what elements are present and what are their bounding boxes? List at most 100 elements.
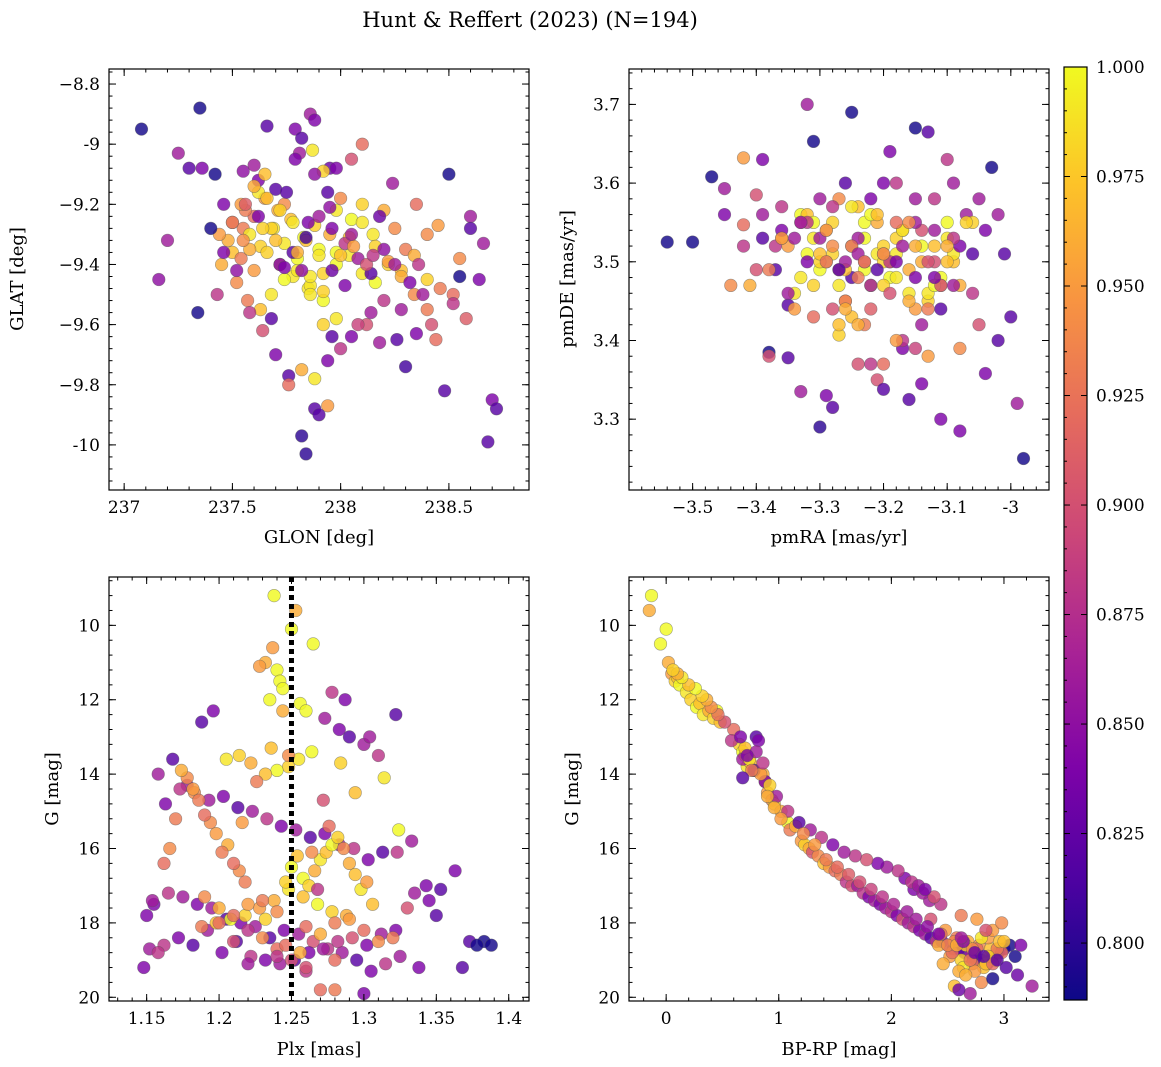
data-point [642,603,656,618]
data-point [230,275,244,290]
data-point [900,905,914,919]
axis-ticks: −3.5 −3.4 −3.3 −3.2 −3.1 -3 3.3 3.4 3.5 3.6 3.7 [593,69,1050,518]
data-point [959,968,973,982]
data-point [313,927,328,941]
x-tick-label: −3.3 [799,498,840,518]
data-point [388,221,402,235]
y-tick-label: 20 [78,988,100,1008]
data-point [311,882,325,897]
data-point [796,826,811,841]
data-point [819,223,833,237]
data-point [338,693,352,707]
y-tick-label: 3.5 [593,253,620,273]
colorbar-tick-label: 0.825 [1096,825,1145,845]
data-point [767,800,781,815]
data-point [344,330,359,344]
data-point [416,287,430,302]
data-point [316,942,330,956]
data-point [376,845,390,859]
data-point [312,248,326,262]
data-point [832,263,846,277]
data-point [453,251,467,266]
data-point [733,730,748,744]
data-point [288,122,302,136]
data-point [305,143,320,157]
data-point [173,782,187,796]
data-point [331,830,345,845]
data-point [749,263,763,277]
data-point [274,819,288,833]
data-point [225,215,239,229]
data-point [813,192,827,206]
data-point [425,318,439,332]
data-point [308,372,322,386]
data-point [337,841,351,856]
data-point [244,756,258,770]
data-point [838,176,853,190]
data-point [825,200,840,214]
data-point [386,176,400,190]
data-point [972,318,986,332]
data-point [212,901,226,915]
y-tick-label: −8.8 [59,75,100,95]
data-point [182,161,196,175]
x-tick-label: 1.4 [495,1009,522,1029]
data-point [316,318,330,332]
data-point [848,849,862,863]
data-point [393,949,407,964]
data-point [152,272,166,287]
data-point [303,287,317,302]
data-point [909,912,923,926]
y-tick-label: 14 [598,765,620,785]
data-point [290,245,305,259]
x-tick-label: 238.5 [425,498,474,518]
data-point [476,236,491,250]
data-point [991,333,1005,348]
data-point [279,875,293,889]
data-point [853,875,867,889]
data-point [245,804,259,818]
data-point [1010,968,1025,982]
x-axis-label: GLON [deg] [264,527,374,548]
data-point [394,303,408,317]
data-point [288,152,302,166]
data-point [717,208,732,222]
data-point [345,931,359,945]
data-point [260,245,274,259]
data-point [357,923,371,937]
data-point [740,748,754,763]
data-point [270,949,284,964]
data-point [953,341,967,356]
y-tick-label: 16 [598,840,620,860]
data-point [934,302,948,316]
data-point [825,302,840,316]
data-point [361,853,375,867]
data-point [934,412,948,426]
data-point [160,233,175,247]
data-point [273,203,287,217]
data-point [442,167,456,181]
data-point [433,281,447,296]
data-point [978,366,993,381]
data-point [334,756,348,770]
data-point [212,916,226,930]
data-point [161,886,175,900]
data-point [328,983,342,997]
data-point [371,934,386,949]
data-point [876,247,891,261]
data-point [927,192,942,206]
data-point [481,435,495,449]
data-point [247,263,261,278]
data-point [851,318,865,332]
data-point [325,263,339,278]
data-point [174,763,188,778]
data-point [908,239,923,253]
data-point [936,957,950,971]
axis-ticks: 1.15 1.2 1.25 1.3 1.35 1.4 10 12 14 16 18 20 [78,577,529,1029]
data-point [908,270,923,285]
data-point [660,235,674,249]
x-axis-label: Plx [mas] [277,1039,362,1060]
y-axis-label: G [mag] [562,752,583,825]
data-point [208,167,222,181]
